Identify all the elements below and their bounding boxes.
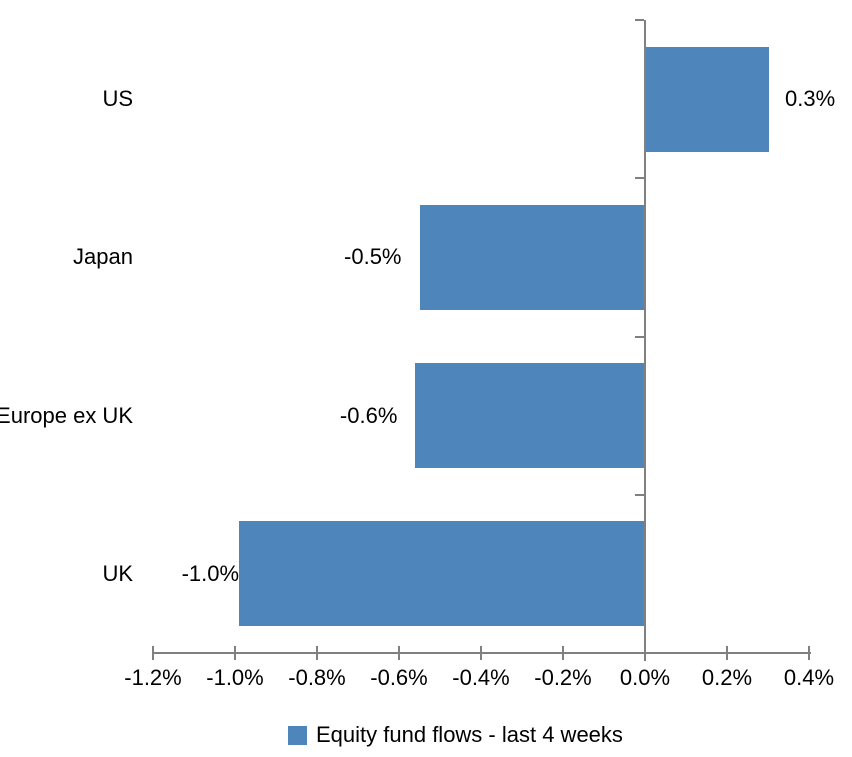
y-axis-tick	[635, 19, 644, 21]
legend-swatch-icon	[288, 725, 307, 745]
category-label-europe-ex-uk: Europe ex UK	[0, 402, 133, 428]
x-tick-label: -0.8%	[288, 665, 346, 690]
value-label-japan: -0.5%	[344, 244, 402, 270]
x-tick-label: -0.6%	[370, 665, 428, 690]
bar-us	[646, 46, 769, 152]
x-tick-label: -0.4%	[452, 665, 510, 690]
category-label-japan: Japan	[73, 244, 133, 270]
x-tick-label: 0.0%	[619, 665, 671, 690]
y-axis-tick	[635, 335, 644, 338]
category-label-us: US	[102, 86, 133, 112]
legend-label: Equity fund flows - last 4 weeks	[316, 722, 623, 747]
x-tick-label: 0.4%	[783, 665, 835, 690]
x-tick-label: 0.2%	[701, 665, 753, 690]
bar-uk	[239, 521, 645, 627]
value-label-uk: -1.0%	[181, 560, 240, 586]
y-axis-zero-line	[644, 20, 646, 661]
x-tick-label: -1.0%	[206, 665, 264, 690]
x-axis-line	[152, 652, 811, 654]
x-tick-label: -0.2%	[534, 665, 592, 690]
y-axis-tick	[635, 493, 644, 496]
bar-europe-ex-uk	[415, 363, 645, 469]
category-label-uk: UK	[102, 560, 133, 586]
x-tick-label: -1.2%	[124, 665, 182, 690]
bar-japan	[419, 204, 645, 310]
value-label-europe-ex-uk: -0.6%	[339, 402, 398, 428]
legend: Equity fund flows - last 4 weeks	[288, 722, 623, 748]
value-label-us: 0.3%	[785, 86, 836, 112]
y-axis-tick	[635, 177, 644, 180]
